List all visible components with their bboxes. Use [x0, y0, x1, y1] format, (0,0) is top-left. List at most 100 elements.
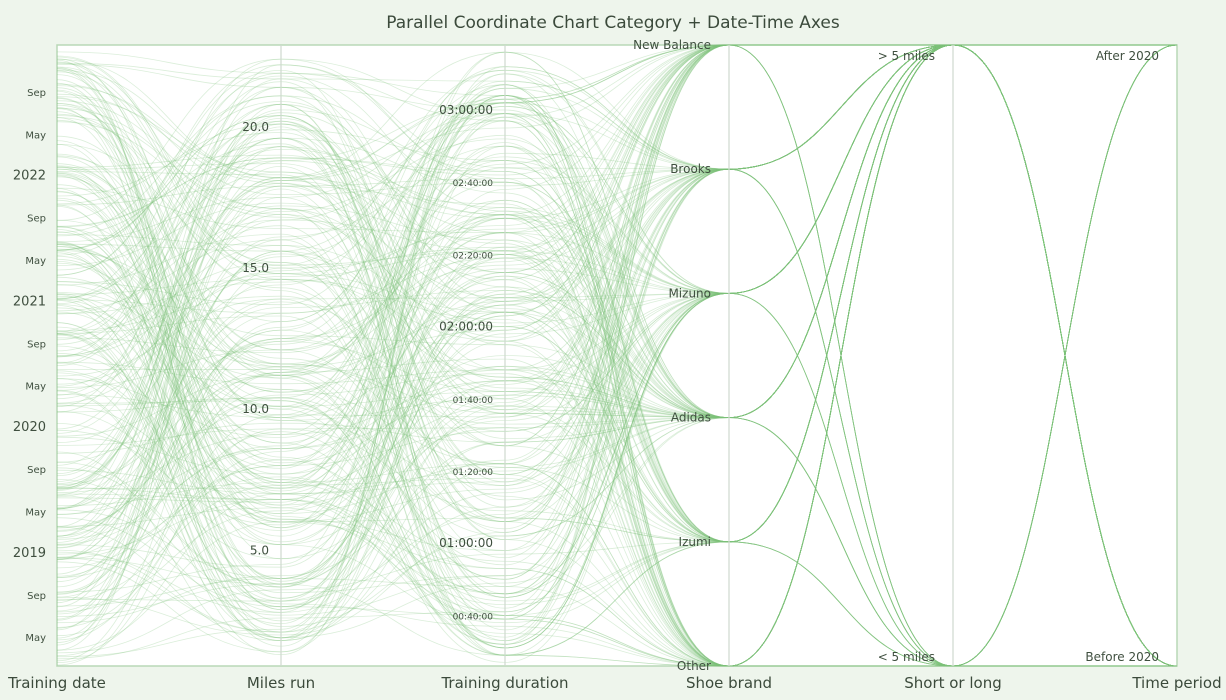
tick-label: 2022 — [13, 169, 46, 184]
series-line — [56, 44, 1177, 492]
series-line — [56, 44, 1178, 667]
series-line — [56, 44, 1177, 595]
series-line — [56, 44, 1178, 667]
series-line — [56, 168, 1177, 667]
series-line — [56, 44, 1178, 667]
series-line — [56, 44, 1178, 667]
series-line — [56, 44, 1177, 419]
series-line — [56, 44, 1178, 667]
tick-label: 02:00:00 — [439, 320, 493, 334]
series-line — [56, 44, 1177, 419]
series-line — [56, 44, 1177, 645]
series-line — [56, 44, 1177, 551]
series-line — [56, 44, 1178, 667]
series-line — [56, 44, 1178, 667]
series-line — [56, 292, 1177, 667]
series-line — [56, 44, 1177, 667]
plot-area — [56, 44, 1178, 667]
series-line — [56, 44, 1178, 667]
series-line — [56, 44, 1177, 543]
series-line — [56, 44, 1177, 419]
tick-label: Brooks — [670, 162, 711, 176]
series-line — [56, 44, 1178, 667]
series-line — [56, 44, 1178, 667]
series-line — [56, 517, 1177, 667]
series-line — [56, 44, 1177, 508]
series-line — [56, 44, 1178, 667]
series-line — [56, 44, 1178, 667]
series-line — [56, 44, 1177, 616]
series-line — [56, 44, 1178, 667]
tick-label: 15.0 — [242, 261, 269, 275]
tick-label: 01:40:00 — [453, 396, 494, 406]
tick-label: May — [25, 256, 46, 267]
series-line — [56, 44, 1177, 667]
series-line — [56, 44, 1177, 476]
tick-label: Sep — [27, 214, 46, 225]
series-line — [56, 44, 1177, 444]
series-line — [56, 44, 1178, 667]
tick-label: 02:20:00 — [453, 251, 494, 261]
series-line — [56, 44, 1178, 667]
series-line — [56, 44, 1178, 667]
series-line — [56, 44, 1177, 667]
series-line — [56, 44, 1178, 667]
series-line — [56, 44, 1178, 667]
series-line — [56, 44, 1178, 667]
axis-title: Training date — [7, 674, 106, 692]
series-line — [56, 44, 1177, 481]
series-line — [56, 44, 1178, 667]
tick-label: New Balance — [633, 38, 711, 52]
tick-label: After 2020 — [1096, 49, 1159, 63]
series-line — [56, 44, 1178, 667]
series-line — [56, 44, 1177, 489]
series-line — [56, 44, 1177, 543]
series-line — [56, 44, 1177, 543]
series-line — [56, 44, 1177, 407]
series-line — [56, 44, 1178, 667]
series-line — [56, 44, 1178, 667]
series-line — [56, 44, 1178, 667]
series-line — [56, 44, 1177, 543]
tick-label: Sep — [27, 88, 46, 99]
tick-label: Izumi — [679, 535, 711, 549]
tick-label: Before 2020 — [1085, 650, 1159, 664]
series-line — [56, 44, 1178, 667]
tick-label: May — [25, 633, 46, 644]
series-line — [56, 44, 1177, 667]
series-line — [56, 44, 1178, 667]
series-line — [56, 113, 1177, 667]
series-line — [56, 44, 1177, 227]
series-line — [56, 44, 1177, 667]
series-line — [56, 44, 1177, 543]
series-line — [56, 44, 1177, 419]
series-line — [56, 44, 1177, 419]
series-line — [56, 44, 1178, 667]
series-line — [56, 44, 1177, 667]
series-line — [56, 44, 1177, 506]
tick-label: Sep — [27, 465, 46, 476]
tick-label: 2019 — [13, 546, 46, 561]
series-line — [56, 44, 1177, 537]
series-line — [56, 44, 1177, 645]
series-line — [56, 44, 1177, 391]
series-line — [56, 44, 1178, 667]
series-line — [56, 44, 1178, 667]
series-line — [56, 44, 1177, 667]
series-line — [56, 44, 1178, 667]
series-line — [56, 44, 1177, 620]
series-line — [56, 44, 1177, 667]
tick-label: 01:20:00 — [453, 468, 494, 478]
tick-label: 2021 — [13, 294, 46, 309]
series-line — [56, 44, 1178, 667]
tick-label: Adidas — [671, 411, 711, 425]
series-line — [56, 44, 1178, 667]
series-line — [56, 66, 1177, 667]
series-line — [56, 44, 1178, 667]
series-line — [56, 44, 1177, 667]
series-line — [56, 44, 1177, 667]
series-line — [56, 44, 1177, 546]
series-line — [56, 44, 1177, 315]
